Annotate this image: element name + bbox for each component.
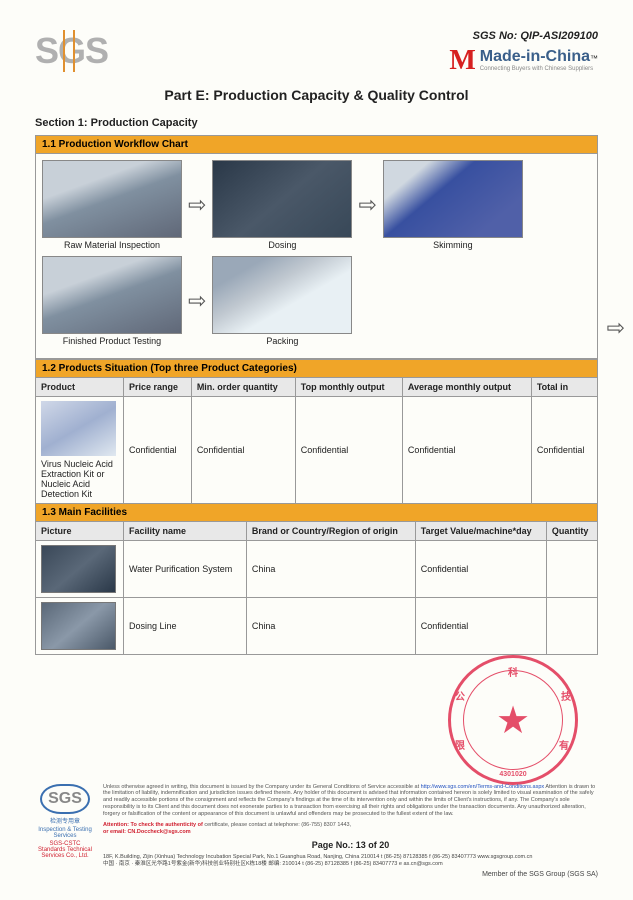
- table-row: Dosing Line China Confidential: [36, 598, 598, 655]
- wf-image-5: [212, 256, 352, 334]
- th-total: Total in: [531, 378, 597, 397]
- th-qty: Quantity: [546, 522, 597, 541]
- td-brand: China: [246, 541, 415, 598]
- arrow-icon: ⇨: [356, 192, 378, 218]
- td-facility: Water Purification System: [124, 541, 247, 598]
- footer-row: SGS 检测专用章 Inspection & Testing Services …: [35, 784, 598, 879]
- table-header-row: Picture Facility name Brand or Country/R…: [36, 522, 598, 541]
- wf-step-2: Dosing: [212, 160, 352, 250]
- workflow-row-2: Finished Product Testing ⇨ Packing: [42, 256, 591, 346]
- td-facility: Dosing Line: [124, 598, 247, 655]
- arrow-icon: ⇨: [186, 288, 208, 314]
- table-1-3: Picture Facility name Brand or Country/R…: [35, 521, 598, 655]
- td-conf: Confidential: [531, 397, 597, 504]
- wf-step-3: Skimming: [383, 160, 523, 250]
- bar-1-1: 1.1 Production Workflow Chart: [35, 135, 598, 153]
- table-1-2: Product Price range Min. order quantity …: [35, 377, 598, 504]
- arrow-out-icon: ⇨: [607, 315, 625, 341]
- page-title: Part E: Production Capacity & Quality Co…: [35, 87, 598, 103]
- mic-logo: M Made-in-China™ Connecting Buyers with …: [449, 48, 598, 73]
- bar-1-2: 1.2 Products Situation (Top three Produc…: [35, 359, 598, 377]
- th-product: Product: [36, 378, 124, 397]
- table-header-row: Product Price range Min. order quantity …: [36, 378, 598, 397]
- sgs-footer-logo: SGS 检测专用章 Inspection & Testing Services …: [35, 784, 95, 859]
- product-image: [41, 401, 116, 456]
- header-row: SGS SGS No: QIP-ASI209100 M Made-in-Chin…: [35, 30, 598, 73]
- td-conf: Confidential: [124, 397, 192, 504]
- terms-link[interactable]: http://www.sgs.com/en/Terms-and-Conditio…: [421, 784, 545, 790]
- wf-image-3: [383, 160, 523, 238]
- wf-step-5: Packing: [212, 256, 352, 346]
- sgs-logo: SGS: [35, 30, 108, 72]
- facility-image: [41, 602, 116, 650]
- th-price: Price range: [124, 378, 192, 397]
- facility-image: [41, 545, 116, 593]
- footer: SGS 检测专用章 Inspection & Testing Services …: [35, 784, 598, 879]
- th-moq: Min. order quantity: [191, 378, 295, 397]
- td-picture: [36, 541, 124, 598]
- mic-m-icon: M: [449, 48, 475, 73]
- tm: ™: [590, 54, 598, 63]
- workflow-row-1: Raw Material Inspection ⇨ Dosing ⇨ Skimm…: [42, 160, 591, 250]
- th-target: Target Value/machine*day: [415, 522, 546, 541]
- td-product: Virus Nucleic Acid Extraction Kit or Nuc…: [36, 397, 124, 504]
- member-line: Member of the SGS Group (SGS SA): [103, 871, 598, 878]
- workflow-box: Raw Material Inspection ⇨ Dosing ⇨ Skimm…: [35, 153, 598, 359]
- th-facility: Facility name: [124, 522, 247, 541]
- arrow-icon: ⇨: [186, 192, 208, 218]
- wf-image-2: [212, 160, 352, 238]
- disclaimer: Unless otherwise agreed in writing, this…: [103, 784, 598, 818]
- td-qty: [546, 541, 597, 598]
- bar-1-3: 1.3 Main Facilities: [35, 504, 598, 521]
- wf-image-1: [42, 160, 182, 238]
- td-picture: [36, 598, 124, 655]
- th-top-output: Top monthly output: [295, 378, 402, 397]
- mic-name: Made-in-China: [480, 48, 590, 65]
- th-avg-output: Average monthly output: [402, 378, 531, 397]
- th-brand: Brand or Country/Region of origin: [246, 522, 415, 541]
- section-1-heading: Section 1: Production Capacity: [35, 117, 598, 129]
- sgs-number: SGS No: QIP-ASI209100: [449, 30, 598, 42]
- td-target: Confidential: [415, 541, 546, 598]
- header-right: SGS No: QIP-ASI209100 M Made-in-China™ C…: [449, 30, 598, 73]
- td-qty: [546, 598, 597, 655]
- td-brand: China: [246, 598, 415, 655]
- address-cn: 中国 · 南京 · 秦淮区光华路1号紫金(新华)科技创业特别社区K栋18楼 邮编…: [103, 861, 598, 869]
- td-conf: Confidential: [402, 397, 531, 504]
- wf-image-4: [42, 256, 182, 334]
- company-seal: ★ 科 技 有 4301020 限 公: [448, 655, 578, 785]
- wf-step-4: Finished Product Testing: [42, 256, 182, 346]
- td-conf: Confidential: [295, 397, 402, 504]
- attention: Attention: To check the authenticity of …: [103, 822, 598, 836]
- td-conf: Confidential: [191, 397, 295, 504]
- mic-tagline: Connecting Buyers with Chinese Suppliers: [480, 66, 598, 72]
- th-picture: Picture: [36, 522, 124, 541]
- td-target: Confidential: [415, 598, 546, 655]
- wf-step-1: Raw Material Inspection: [42, 160, 182, 250]
- table-row: Water Purification System China Confiden…: [36, 541, 598, 598]
- page-number: Page No.: 13 of 20: [103, 840, 598, 850]
- table-row: Virus Nucleic Acid Extraction Kit or Nuc…: [36, 397, 598, 504]
